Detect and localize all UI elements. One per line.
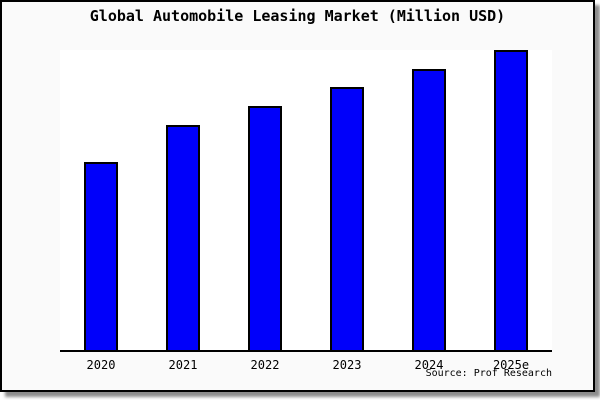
bar-2023	[330, 87, 364, 350]
bar-2020	[84, 162, 118, 350]
x-tick-label-2024: 2024	[414, 358, 444, 372]
source-note: Source: Prof Research	[425, 368, 552, 379]
x-tick-label-2022: 2022	[250, 358, 280, 372]
bar-2022	[248, 106, 282, 350]
bar-2021	[166, 125, 200, 350]
x-tick-label-2025e: 2025e	[492, 358, 530, 372]
chart-title: Global Automobile Leasing Market (Millio…	[89, 7, 506, 25]
bar-2025e	[494, 50, 528, 350]
chart-card: Global Automobile Leasing Market (Millio…	[0, 0, 595, 392]
x-tick-label-2023: 2023	[332, 358, 362, 372]
plot-area	[60, 50, 552, 352]
x-tick-label-2021: 2021	[168, 358, 198, 372]
bar-2024	[412, 69, 446, 350]
x-tick-label-2020: 2020	[86, 358, 116, 372]
